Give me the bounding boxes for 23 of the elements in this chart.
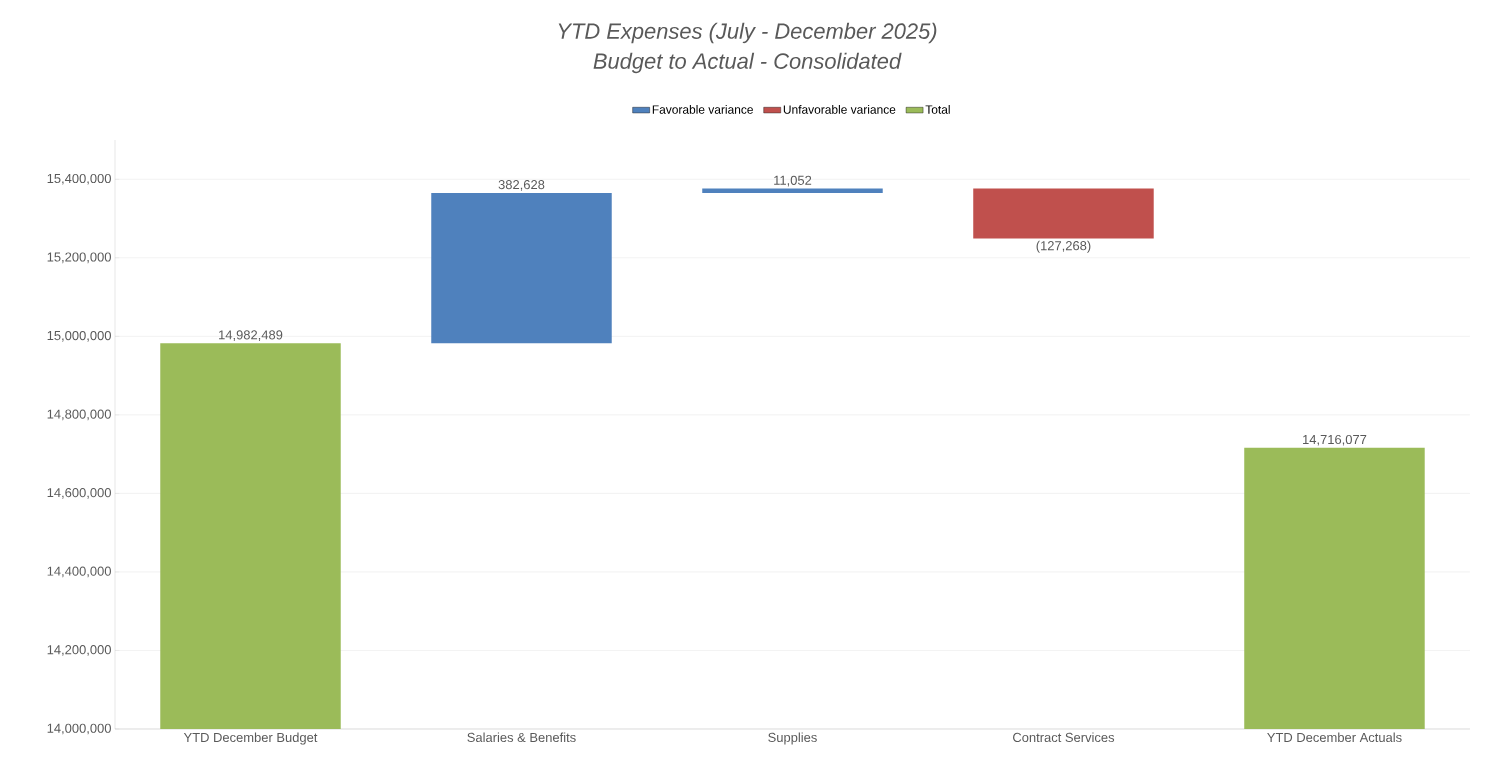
data-label: 14,716,077 (1303, 434, 1367, 446)
legend-label: Favorable variance (652, 105, 753, 114)
data-label: 14,982,489 (219, 330, 283, 341)
x-tick-label: Supplies (768, 732, 817, 745)
x-tick-label: YTD December Actuals (1267, 732, 1402, 743)
x-tick-label: Contract Services (1013, 732, 1115, 743)
y-tick-label: 14,000,000 (47, 723, 111, 735)
y-tick-label: 15,000,000 (47, 330, 111, 342)
y-tick-label: 14,800,000 (47, 409, 111, 421)
legend-label: Total (925, 105, 950, 114)
chart-subtitle: Budget to Actual - Consolidated (593, 52, 902, 74)
data-label: 382,628 (498, 180, 545, 191)
data-label: 11,052 (774, 175, 812, 187)
y-tick-label: 14,400,000 (47, 566, 111, 578)
y-tick-label: 14,200,000 (47, 645, 111, 656)
x-tick-label: YTD December Budget (183, 732, 318, 745)
chart-title: YTD Expenses (July - December 2025) (558, 22, 937, 44)
x-tick-label: Salaries & Benefits (467, 732, 576, 743)
data-label: (127,268) (1036, 240, 1091, 253)
y-tick-label: 15,400,000 (47, 173, 111, 185)
legend-label: Unfavorable variance (783, 105, 896, 114)
y-tick-label: 14,600,000 (47, 488, 111, 499)
y-tick-label: 15,200,000 (47, 252, 111, 264)
